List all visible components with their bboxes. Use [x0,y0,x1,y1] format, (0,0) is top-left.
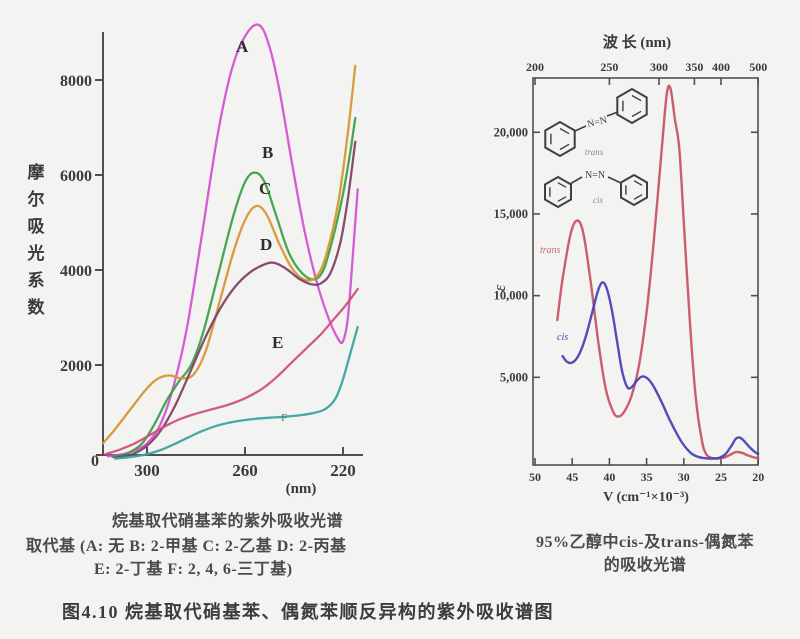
right-top-tick-label-400: 400 [712,60,730,74]
right-spectra-chart: 波 长 (nm) 200 250 300 350 400 500 50 45 40 35 30 25 20… [490,33,767,505]
right-top-tick-label-350: 350 [685,60,703,74]
cis-phenyl-ring-right [620,173,648,207]
right-top-tick-label-250: 250 [600,60,618,74]
left-y-tick-label-0: 0 [91,453,99,470]
right-bottom-tick-label-50: 50 [529,470,541,484]
right-top-axis-title: 波 长 (nm) [603,33,671,51]
right-bottom-tick-label-40: 40 [603,470,615,484]
trans-phenyl-ring-left-double-bond [559,143,570,151]
cis-phenyl-ring-right-double-bond [633,180,643,186]
trans-phenyl-ring-left [544,120,576,158]
right-top-tick-label-500: 500 [749,60,767,74]
trans-bond-left [574,125,587,132]
left-curve-D [114,140,357,459]
left-chart-caption-line2: 取代基 (A: 无 B: 2-甲基 C: 2-乙基 D: 2-丙基 [26,538,347,555]
right-curve-cis [561,281,760,460]
trans-phenyl-ring-left-double-bond [559,127,570,135]
right-y-tick-label-15000: 15,000 [494,207,528,221]
cis-phenyl-ring-left [544,175,572,209]
left-chart-caption-line1: 烷基取代硝基苯的紫外吸收光谱 [112,513,344,530]
right-curve-trans [556,84,760,460]
trans-phenyl-ring-right [616,87,648,125]
right-bottom-axis-title: V (cm⁻¹×10⁻³) [603,490,689,505]
left-curve-F [114,325,359,460]
right-y-tick-label-20000: 20,000 [494,125,528,139]
left-y-axis-title-char: 系 [28,271,45,290]
left-y-tick-label-6000: 6000 [60,168,92,185]
right-y-tick-label-10000: 10,000 [494,289,528,303]
right-bottom-tick-label-30: 30 [678,470,690,484]
right-chart-caption-line1: 95%乙醇中cis-及trans-偶氮苯 [536,534,754,551]
right-top-tick-label-300: 300 [650,60,668,74]
left-curve-B [111,116,357,459]
left-y-axis-title-char: 光 [27,243,45,263]
cis-phenyl-ring-left-double-bond [557,182,567,188]
figure-number-caption: 图4.10 烷基取代硝基苯、偶氮苯顺反异构的紫外吸收谱图 [62,602,554,622]
right-chart-frame [532,77,759,466]
left-curve-label-B: B [262,143,273,162]
left-curve-label-E: E [272,333,283,352]
left-curve-C [101,64,357,445]
left-y-tick-label-4000: 4000 [60,263,92,280]
trans-phenyl-ring-right-double-bond [631,94,642,102]
left-y-axis-title-char: 吸 [28,217,46,236]
left-curve-E [104,287,359,456]
trans-structure-label: trans [585,147,604,157]
right-y-axis-title-epsilon: ε [490,284,509,291]
right-y-tick-label-5000: 5,000 [500,370,528,384]
left-x-tick-label-300: 300 [134,461,160,480]
cis-phenyl-ring-right-double-bond [633,194,643,200]
left-x-tick-label-220: 220 [330,461,356,480]
right-bottom-tick-label-45: 45 [566,470,578,484]
left-y-tick-label-2000: 2000 [60,358,92,375]
left-y-axis-title-char: 尔 [28,189,45,209]
cis-phenyl-ring-left-double-bond [557,196,567,202]
left-y-tick-label-8000: 8000 [60,73,92,90]
left-curve-label-C: C [259,179,271,198]
right-top-tick-label-200: 200 [526,60,544,74]
right-curve-label-trans: trans [540,245,561,256]
left-x-axis-unit: (nm) [286,481,317,497]
trans-bond-right [606,111,619,117]
left-y-axis-title-char: 数 [28,297,46,317]
right-curve-label-cis: cis [557,332,568,343]
left-x-tick-label-260: 260 [232,461,258,480]
left-curve-label-A: A [236,37,249,56]
left-chart-caption-line3: E: 2-丁基 F: 2, 4, 6-三丁基) [94,561,293,578]
right-bottom-tick-label-35: 35 [641,470,653,484]
cis-structure-label: cis [593,195,603,205]
cis-bond-right [607,176,622,184]
left-curve-label-F: F [281,412,287,424]
left-y-axis-title-char: 摩 [28,162,45,182]
trans-azo-group: N=N [586,115,608,131]
right-chart-caption-line2: 的吸收光谱 [603,557,687,574]
left-curve-label-D: D [260,235,272,254]
right-bottom-tick-label-25: 25 [715,470,727,484]
cis-azo-group: N=N [585,170,605,181]
right-bottom-tick-label-20: 20 [752,470,764,484]
trans-phenyl-ring-right-double-bond [631,110,642,118]
cis-bond-left [569,176,583,185]
